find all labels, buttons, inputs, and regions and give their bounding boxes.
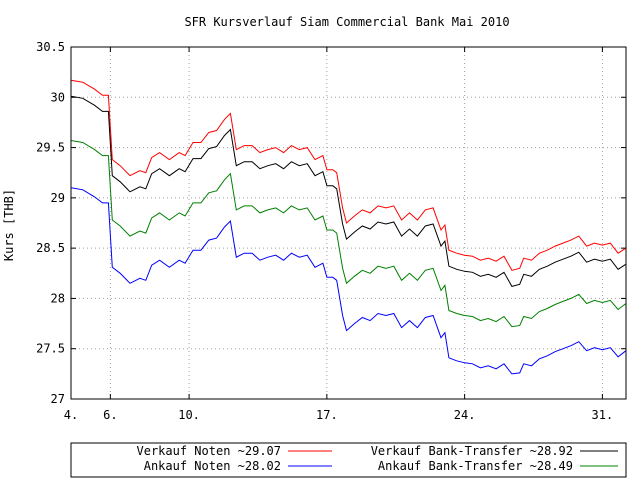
series-line-4 [70, 140, 627, 328]
y-axis-label: Kurs [THB] [2, 189, 16, 261]
x-tick-label: 6. [103, 408, 117, 422]
legend-frame [70, 442, 627, 478]
x-tick-label: 10. [178, 408, 200, 422]
y-tick-label: 29 [51, 191, 65, 205]
x-tick-label: 24. [454, 408, 476, 422]
y-tick-label: 27 [51, 392, 65, 406]
legend-label: Ankauf Bank-Transfer ~28.49 [378, 459, 573, 473]
y-tick-label: 30 [51, 90, 65, 104]
series-line-1 [70, 79, 627, 271]
legend-label: Verkauf Noten ~29.07 [137, 444, 282, 458]
x-tick-label: 17. [316, 408, 338, 422]
series-lines [70, 79, 627, 375]
series-line-3 [70, 187, 627, 375]
legend-label: Verkauf Bank-Transfer ~28.92 [371, 444, 573, 458]
plot-frame [70, 46, 627, 400]
chart-title: SFR Kursverlauf Siam Commercial Bank Mai… [184, 15, 509, 29]
y-tick-label: 28 [51, 291, 65, 305]
x-tick-label: 31. [592, 408, 614, 422]
y-tick-label: 30.5 [36, 40, 65, 54]
series-line-2 [70, 95, 627, 287]
y-axis-ticks: 30.5 30 29.5 29 28.5 28 27.5 27 [36, 40, 626, 406]
y-tick-label: 27.5 [36, 342, 65, 356]
x-tick-label: 4. [64, 408, 78, 422]
y-tick-label: 29.5 [36, 141, 65, 155]
y-tick-label: 28.5 [36, 241, 65, 255]
legend-label: Ankauf Noten ~28.02 [144, 459, 281, 473]
legend: Verkauf Noten ~29.07 Verkauf Bank-Transfe… [70, 442, 627, 478]
x-axis-ticks: 4. 6. 10. 17. 24. 31. [64, 47, 613, 422]
grid [71, 47, 626, 399]
